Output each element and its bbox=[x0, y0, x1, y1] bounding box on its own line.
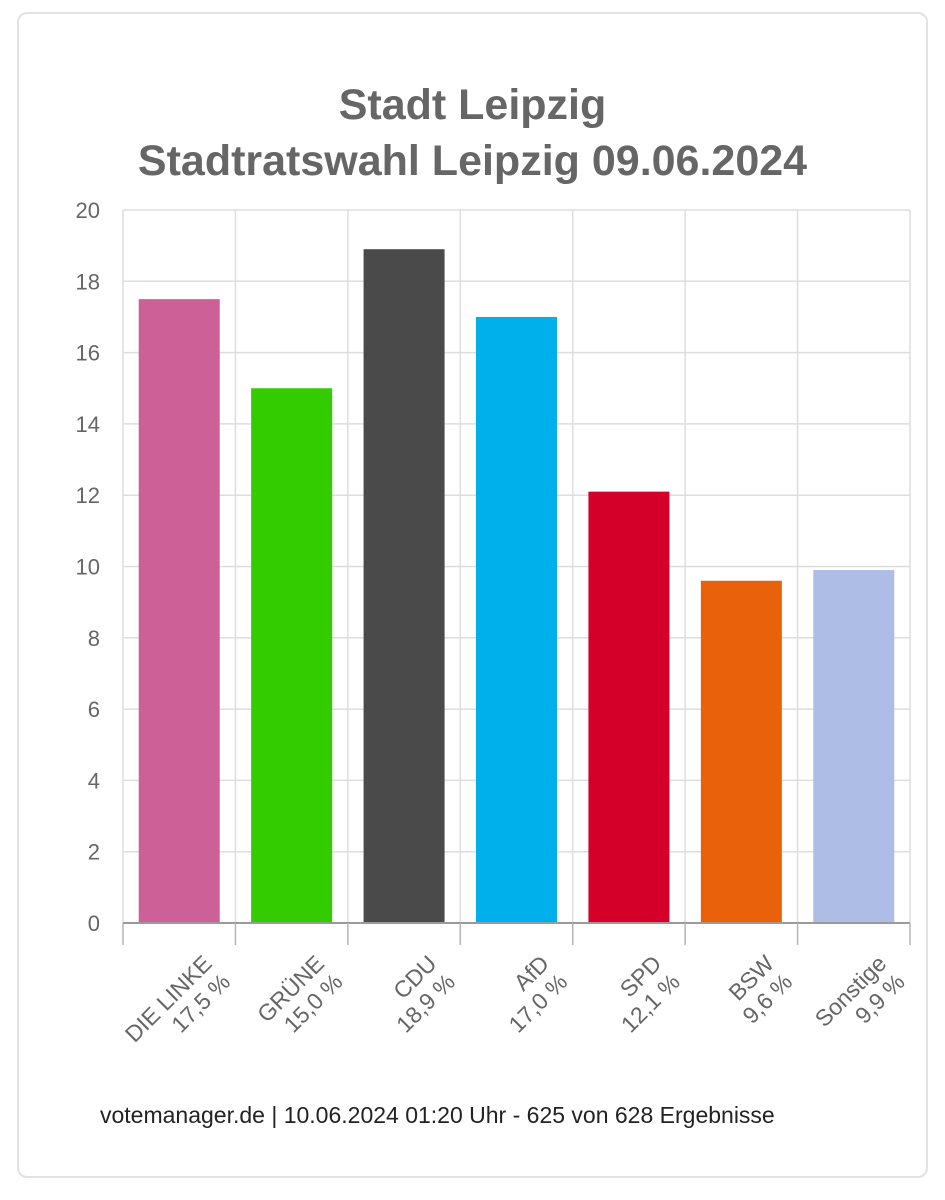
bar-cdu bbox=[363, 249, 445, 924]
bar-grüne bbox=[251, 388, 333, 923]
bar-die-linke bbox=[138, 299, 220, 923]
y-tick-label: 16 bbox=[76, 341, 100, 366]
x-tick-label: DIE LINKE17,5 % bbox=[120, 950, 235, 1065]
y-tick-label: 4 bbox=[88, 768, 100, 793]
chart-title: Stadt Leipzig bbox=[338, 81, 607, 129]
x-tick-label: Sonstige9,9 % bbox=[810, 950, 910, 1050]
x-tick-label: AfD17,0 % bbox=[485, 950, 572, 1037]
bar-spd bbox=[588, 491, 670, 923]
bar-afd bbox=[476, 316, 557, 923]
y-tick-label: 0 bbox=[88, 911, 100, 936]
x-tick-label: BSW9,6 % bbox=[719, 950, 798, 1029]
x-tick-label: SPD12,1 % bbox=[597, 950, 684, 1037]
y-tick-label: 8 bbox=[88, 626, 100, 651]
x-tick-label: GRÜNE15,0 % bbox=[252, 950, 348, 1046]
bar-bsw bbox=[700, 580, 782, 923]
source-footer: votemanager.de | 10.06.2024 01:20 Uhr - … bbox=[100, 1102, 775, 1128]
y-tick-label: 20 bbox=[76, 198, 100, 223]
chart-subtitle: Stadtratswahl Leipzig 09.06.2024 bbox=[137, 137, 808, 185]
y-tick-label: 12 bbox=[76, 483, 100, 508]
y-tick-label: 2 bbox=[88, 840, 100, 865]
x-tick-label: CDU18,9 % bbox=[373, 950, 460, 1037]
y-tick-label: 6 bbox=[88, 697, 100, 722]
y-tick-label: 10 bbox=[76, 555, 100, 580]
bar-sonstige bbox=[813, 570, 895, 923]
y-tick-label: 18 bbox=[76, 269, 100, 294]
bar-chart: 0 2 4 6 8 10 12 14 16 18 20 DIE LINKE17,5 % GRÜNE15,… bbox=[76, 198, 911, 1065]
y-tick-label: 14 bbox=[76, 412, 100, 437]
